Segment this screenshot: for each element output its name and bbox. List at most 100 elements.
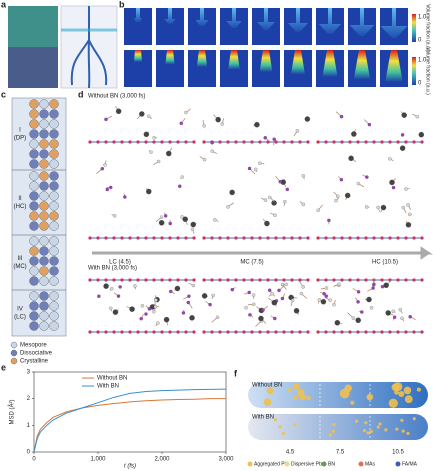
- atom: [274, 236, 278, 240]
- atom: [120, 140, 124, 144]
- atom: [299, 291, 304, 296]
- atom: [355, 317, 361, 323]
- particle: [49, 149, 59, 159]
- crystal: [416, 387, 421, 392]
- crystal: [366, 431, 370, 435]
- atom: [133, 284, 137, 288]
- atom: [190, 227, 195, 231]
- atom: [251, 293, 256, 297]
- atom: [298, 140, 302, 144]
- atom: [278, 180, 283, 184]
- particle: [29, 191, 39, 201]
- atom: [324, 294, 328, 298]
- atom: [136, 330, 140, 334]
- particle: [29, 236, 39, 246]
- atom: [220, 122, 224, 126]
- atom: [332, 302, 336, 307]
- plume: [134, 8, 142, 22]
- atom: [261, 308, 265, 312]
- atom: [364, 236, 368, 240]
- crystal: [344, 384, 352, 393]
- panel-label: f: [234, 368, 238, 378]
- particle: [39, 191, 49, 201]
- series-line: [33, 398, 226, 453]
- atom: [258, 330, 262, 334]
- atom: [168, 140, 172, 144]
- atom: [324, 236, 328, 240]
- crystal: [328, 433, 332, 437]
- atom: [356, 330, 360, 334]
- atom: [404, 187, 408, 191]
- plume: [288, 8, 308, 32]
- crystal: [263, 398, 272, 406]
- plume: [164, 8, 176, 24]
- atom: [348, 330, 352, 334]
- particle: [29, 276, 39, 286]
- crystal: [331, 429, 336, 433]
- plume: [318, 8, 342, 34]
- atom: [169, 289, 173, 294]
- particle: [39, 99, 49, 109]
- atom: [156, 321, 160, 325]
- legend-swatch: [395, 461, 401, 467]
- atom: [104, 330, 108, 334]
- atom: [334, 320, 341, 326]
- particle: [29, 201, 39, 211]
- atom: [282, 236, 286, 240]
- atom: [366, 296, 372, 303]
- particle: [39, 139, 49, 149]
- atom: [115, 108, 122, 114]
- particle: [39, 236, 49, 246]
- atom: [168, 330, 172, 334]
- particle: [49, 109, 59, 119]
- atom: [88, 278, 92, 282]
- atom: [324, 140, 328, 144]
- particle: [39, 109, 49, 119]
- stage-name: (MC): [13, 264, 26, 270]
- crystal: [332, 422, 336, 427]
- atom: [201, 293, 208, 299]
- legend-label: FA/MA: [402, 461, 418, 467]
- particle: [49, 201, 59, 211]
- atom: [160, 236, 164, 240]
- atom: [420, 140, 424, 144]
- atom: [192, 140, 196, 144]
- atom: [392, 315, 397, 319]
- atom: [274, 140, 278, 144]
- atom: [391, 185, 396, 190]
- atom: [159, 215, 164, 219]
- atom: [271, 200, 277, 206]
- legend-label: Aggregated Pb: [254, 461, 288, 467]
- atom: [109, 185, 113, 190]
- atom: [293, 308, 300, 314]
- atom: [356, 278, 360, 282]
- atom: [340, 278, 344, 282]
- atom: [306, 236, 310, 240]
- atom: [254, 121, 260, 128]
- jet: [353, 50, 371, 80]
- particle: [49, 321, 59, 331]
- atom: [168, 236, 172, 240]
- atom: [226, 140, 230, 144]
- atom: [406, 203, 410, 207]
- particle: [49, 311, 59, 321]
- atom: [316, 208, 320, 212]
- crystal: [394, 390, 399, 395]
- particle: [29, 139, 39, 149]
- atom: [263, 136, 267, 140]
- particle: [39, 221, 49, 231]
- legend-swatch: [247, 461, 253, 467]
- crystal: [364, 421, 368, 425]
- atom: [400, 316, 404, 320]
- pill: [248, 414, 428, 440]
- atom: [210, 149, 214, 153]
- y-axis-label: MSD (Å²): [9, 400, 16, 425]
- crystal: [306, 395, 311, 401]
- atom: [268, 195, 272, 200]
- arrow-label: MC (7.5): [240, 260, 263, 266]
- atom: [96, 278, 100, 282]
- atom: [248, 313, 252, 317]
- particle: [49, 159, 59, 169]
- atom: [306, 140, 310, 144]
